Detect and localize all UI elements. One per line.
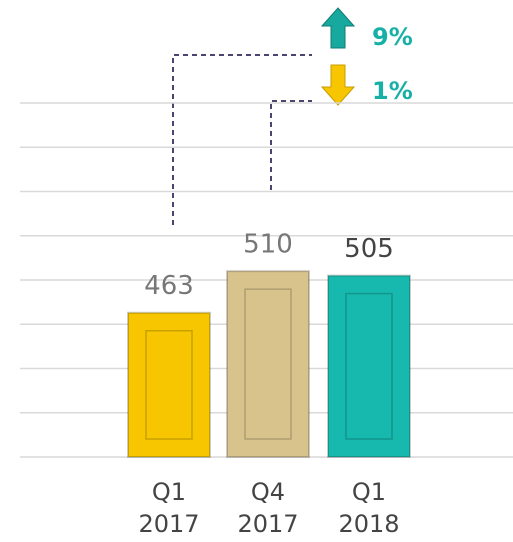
- down-arrow: [320, 64, 356, 106]
- connector: [172, 54, 312, 225]
- value-label: 505: [344, 234, 394, 264]
- value-label: 463: [144, 271, 194, 301]
- x-tick-label: Q4 2017: [237, 478, 299, 538]
- bar-bevel: [345, 292, 393, 440]
- bar: [327, 274, 411, 459]
- value-label: 510: [243, 230, 293, 260]
- annotation: 1%: [372, 77, 413, 105]
- x-tick-label: Q1 2017: [138, 478, 200, 538]
- bar-bevel: [244, 288, 292, 440]
- bar: [127, 311, 211, 458]
- x-tick-label: Q1 2018: [338, 478, 400, 538]
- annotation: 9%: [372, 23, 413, 51]
- bar: [226, 270, 310, 458]
- connector: [270, 100, 312, 190]
- bar-bevel: [145, 329, 193, 440]
- up-arrow: [320, 7, 356, 49]
